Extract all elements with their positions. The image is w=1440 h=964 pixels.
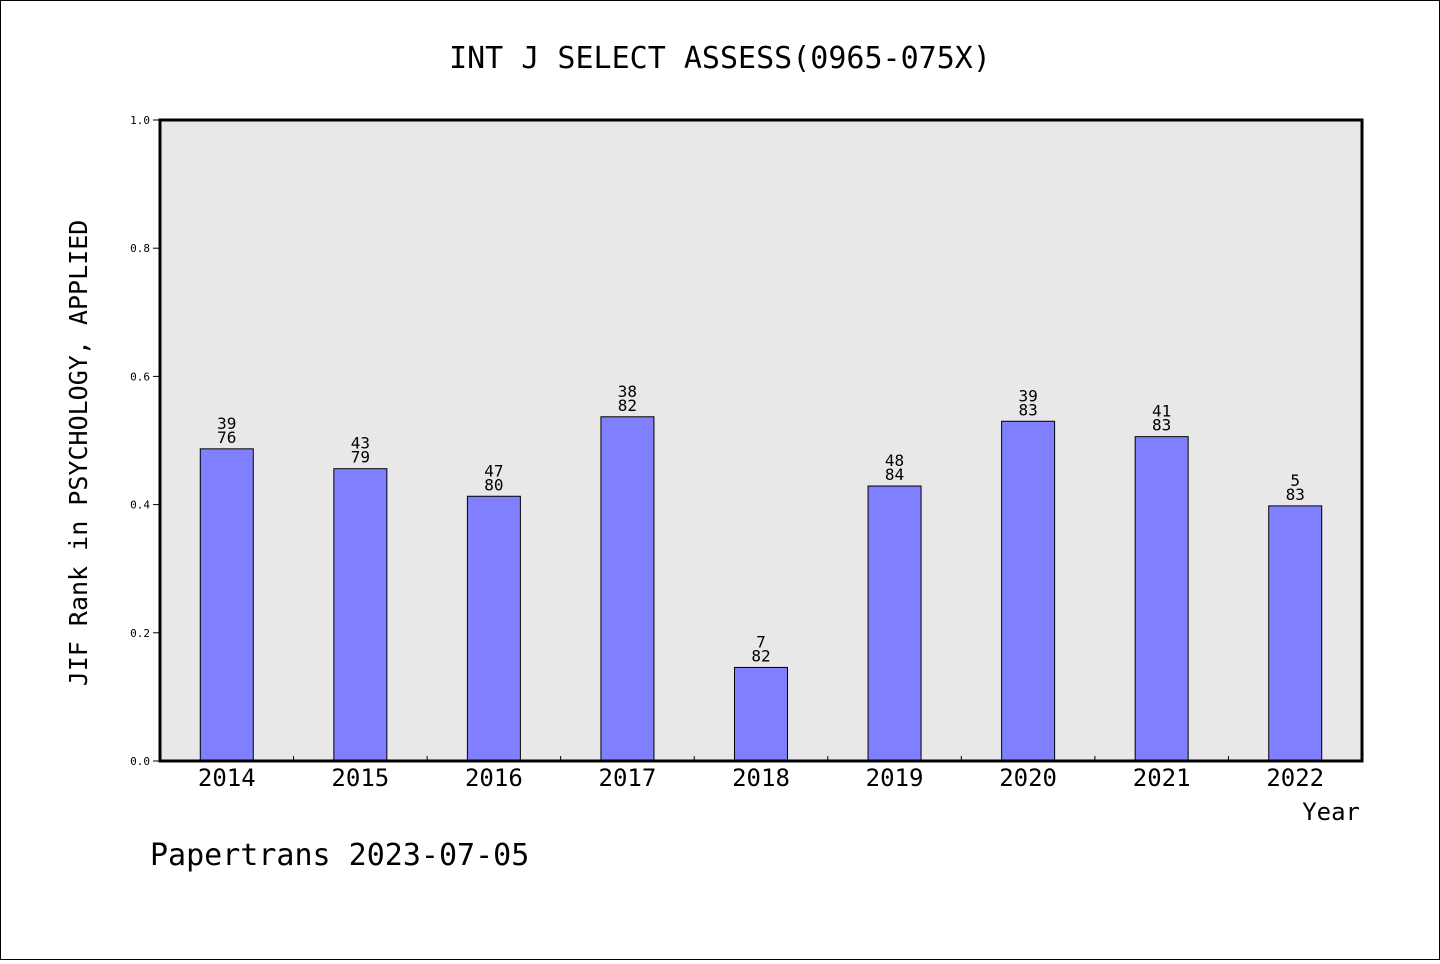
x-tick-label: 2021 [1133, 764, 1191, 792]
x-tick-label: 2014 [198, 764, 256, 792]
bar-rank-label: 38 [618, 382, 637, 401]
x-tick-label: 2016 [465, 764, 523, 792]
x-axis-label: Year [1302, 798, 1360, 826]
x-tick-label: 2018 [732, 764, 790, 792]
bar-total-label: 84 [885, 465, 904, 484]
bar-2014 [199, 448, 254, 762]
x-tick-label: 2019 [866, 764, 924, 792]
x-tick-label: 2022 [1266, 764, 1324, 792]
bar-2018 [734, 666, 788, 762]
bar-2019 [867, 485, 922, 762]
bars [199, 416, 1323, 762]
x-tick-label: 2015 [331, 764, 389, 792]
bar-rank-label: 7 [756, 632, 766, 651]
x-tick-label: 2020 [999, 764, 1057, 792]
y-tick-label: 1.0 [130, 114, 150, 127]
bar-2017 [600, 416, 655, 762]
bar-total-label: 80 [484, 475, 503, 494]
bar-total-label: 76 [217, 428, 236, 447]
bar-2022 [1268, 505, 1323, 762]
bar-2020 [1001, 420, 1056, 762]
bar-rank-label: 39 [1018, 386, 1037, 405]
y-axis: 0.0 0.2 0.4 0.6 0.8 1.0 [130, 114, 160, 768]
bar-total-label: 79 [351, 448, 370, 467]
y-tick-label: 0.8 [130, 242, 150, 255]
bar-total-label: 82 [618, 396, 637, 415]
y-tick-label: 0.6 [130, 370, 150, 383]
y-axis-label: JIF Rank in PSYCHOLOGY, APPLIED [64, 220, 93, 687]
bar-2016 [466, 495, 521, 762]
bar-rank-label: 47 [484, 461, 503, 480]
bar-rank-label: 5 [1290, 471, 1300, 490]
bar-total-label: 83 [1018, 400, 1037, 419]
x-axis: 2014 2015 2016 2017 2018 2019 2020 2021 2022 [198, 756, 1324, 792]
x-tick-label: 2017 [599, 764, 657, 792]
bar-2015 [333, 468, 388, 762]
y-tick-label: 0.0 [130, 755, 150, 768]
bar-rank-label: 43 [351, 434, 370, 453]
bar-total-label: 83 [1152, 416, 1171, 435]
y-tick-label: 0.4 [130, 499, 150, 512]
bar-rank-label: 41 [1152, 402, 1171, 421]
bar-rank-label: 48 [885, 451, 904, 470]
bar-total-label: 82 [751, 646, 770, 665]
plot-border [158, 118, 1364, 763]
footer-text: Papertrans 2023-07-05 [150, 838, 529, 873]
y-tick-label: 0.2 [130, 627, 150, 640]
chart-title: INT J SELECT ASSESS(0965-075X) [449, 41, 991, 76]
bar-2021 [1134, 436, 1189, 762]
bar-rank-label: 39 [217, 414, 236, 433]
bar-total-label: 83 [1286, 485, 1305, 504]
